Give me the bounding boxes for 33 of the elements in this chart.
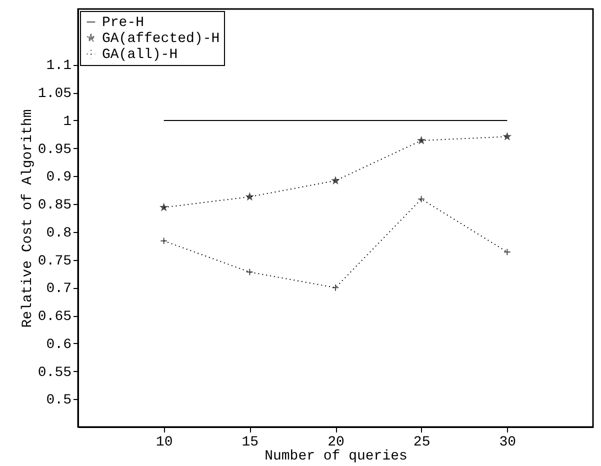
point [332, 176, 340, 184]
y-tick-label: 0.9 [46, 170, 72, 186]
x-axis-title: Number of queries [264, 448, 408, 464]
y-tick-label: 0.75 [38, 253, 72, 270]
point [504, 248, 511, 256]
point [160, 237, 168, 245]
point [160, 204, 168, 210]
y-tick-label: 1 [63, 114, 72, 130]
y-axis-title: Relative Cost of Algorithm [20, 109, 36, 328]
x-tick-label: 10 [156, 434, 173, 450]
x-tick-label: 20 [328, 434, 344, 450]
y-tick-label: 1.1 [46, 58, 72, 74]
legend-label: Pre-H [102, 15, 144, 31]
point [418, 195, 425, 203]
point [246, 268, 254, 276]
point [246, 193, 254, 200]
x-tick-label: 25 [413, 434, 430, 450]
y-tick-label: 0.7 [46, 281, 72, 298]
legend-label: GA(all)-H [102, 47, 178, 63]
y-tick-label: 0.65 [38, 309, 72, 326]
point [418, 136, 425, 144]
y-tick-label: 0.95 [38, 142, 72, 158]
point [332, 284, 340, 292]
y-tick-label: 1.05 [38, 86, 72, 102]
y-tick-label: 0.8 [46, 225, 72, 242]
y-tick-label: 0.6 [46, 336, 72, 353]
y-tick-label: 0.85 [38, 198, 72, 214]
legend-label: GA(affected)-H [102, 31, 220, 47]
y-tick-label: 0.55 [38, 364, 72, 381]
x-tick-label: 15 [242, 434, 259, 450]
y-tick-label: 0.5 [46, 392, 72, 409]
point [504, 132, 511, 140]
x-tick-label: 30 [499, 434, 516, 450]
